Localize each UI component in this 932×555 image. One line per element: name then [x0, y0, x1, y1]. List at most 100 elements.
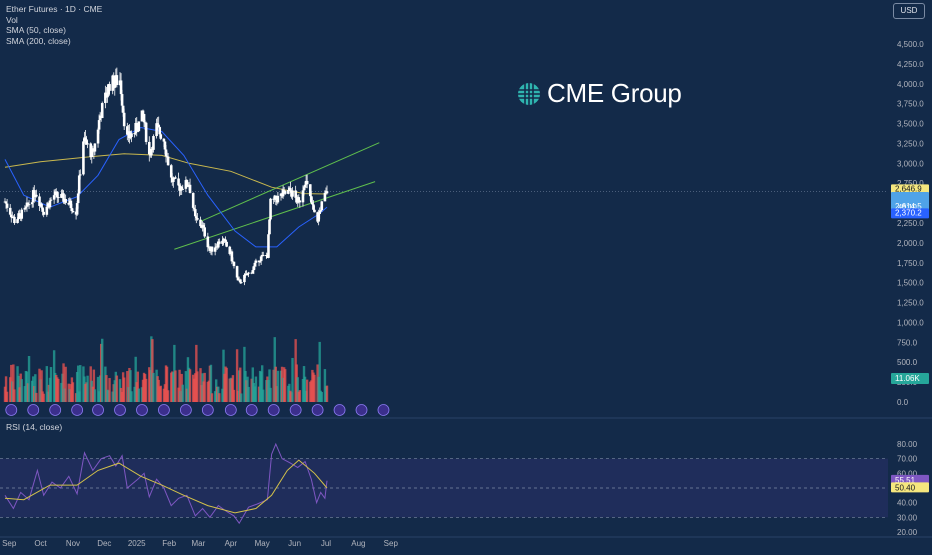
volume-bar — [274, 366, 277, 402]
candle-body — [297, 197, 301, 201]
event-marker-icon — [92, 404, 104, 416]
candle-body — [71, 211, 75, 213]
time-tick-label: Feb — [162, 539, 176, 548]
candle-body — [230, 251, 234, 262]
indicator-sma200[interactable]: SMA (200, close) — [6, 35, 71, 46]
candle-body — [121, 105, 125, 113]
volume-bar — [165, 366, 169, 402]
price-tick-label: 2,250.0 — [897, 219, 924, 228]
volume-bar — [137, 388, 141, 402]
candle-body — [140, 110, 144, 122]
rsi-tick-label: 70.00 — [897, 455, 918, 464]
last-close-label: 2,646.9 — [895, 184, 922, 193]
volume-bar — [126, 371, 129, 402]
candle-body — [86, 143, 89, 145]
volume-bar — [42, 393, 45, 402]
candle-body — [24, 206, 28, 208]
candle-body — [199, 219, 202, 227]
chart-legend: Ether Futures · 1D · CME Vol SMA (50, cl… — [6, 4, 102, 46]
price-tick-label: 0.0 — [897, 398, 909, 407]
time-tick-label: Aug — [351, 539, 365, 548]
candle-body — [272, 198, 275, 200]
volume-bar — [320, 392, 323, 402]
candle-body — [269, 198, 272, 220]
volume-bar — [247, 386, 250, 402]
candle-body — [308, 184, 312, 197]
candle-body — [104, 92, 107, 104]
candle-body — [203, 227, 206, 237]
volume-bar — [262, 389, 265, 402]
logo-text: CME Group — [547, 78, 682, 108]
time-tick-label: May — [255, 539, 270, 548]
candle-body — [120, 94, 124, 106]
price-tick-label: 2,000.0 — [897, 239, 924, 248]
candle-body — [268, 219, 271, 235]
last-close-label-bg — [891, 184, 929, 195]
candle-body — [53, 191, 57, 196]
candle-body — [5, 203, 9, 208]
symbol-title[interactable]: Ether Futures · 1D · CME — [6, 4, 103, 14]
event-marker-icon — [201, 404, 214, 416]
volume-bar — [79, 365, 82, 402]
rsi-value-label: 55.51 — [895, 476, 916, 485]
event-marker-icon — [355, 404, 368, 416]
time-tick-label: Jul — [321, 539, 331, 548]
candle-body — [159, 134, 163, 139]
candle-body — [311, 202, 314, 205]
candle-body — [325, 191, 329, 194]
indicator-sma50[interactable]: SMA (50, close) — [6, 25, 66, 35]
candle-body — [64, 198, 67, 203]
candle-body — [32, 190, 36, 198]
volume-bar — [305, 379, 309, 402]
volume-bar — [184, 371, 188, 402]
candle-body — [158, 127, 162, 135]
volume-bar — [313, 374, 316, 402]
candle-body — [303, 184, 307, 188]
event-marker-icon — [267, 404, 280, 416]
volume-label-bg — [891, 373, 929, 384]
volume-bar — [105, 375, 108, 402]
candle-body — [191, 192, 195, 208]
volume-bar — [101, 338, 104, 402]
candle-body — [90, 148, 94, 158]
rsi-ma-line — [4, 459, 328, 514]
volume-bar — [151, 339, 154, 402]
price-tick-label: 500.0 — [897, 358, 918, 367]
volume-bar — [64, 366, 67, 402]
candle-body — [305, 180, 309, 185]
candle-body — [291, 190, 294, 197]
candle-body — [9, 214, 13, 218]
event-marker-icon — [179, 404, 192, 416]
event-marker-icon — [245, 404, 258, 416]
candle-body — [169, 165, 173, 178]
volume-bar — [260, 365, 264, 402]
candle-body — [196, 218, 199, 220]
candle-body — [84, 137, 87, 141]
candle-body — [40, 203, 43, 208]
candle-body — [77, 175, 81, 194]
volume-bar — [13, 389, 16, 402]
event-marker-icon — [136, 404, 148, 416]
volume-bar — [269, 387, 272, 402]
candle-body — [150, 148, 153, 156]
volume-label: 11.06K — [895, 374, 920, 383]
currency-button[interactable]: USD — [893, 3, 925, 19]
volume-bar — [291, 357, 294, 402]
candle-body — [17, 213, 20, 220]
volume-bar — [96, 376, 100, 402]
rsi-legend[interactable]: RSI (14, close) — [6, 422, 63, 432]
volume-bar — [144, 378, 148, 402]
price-tick-label: 4,250.0 — [897, 60, 924, 69]
candle-body — [180, 186, 183, 190]
candle-body — [112, 75, 116, 88]
candle-body — [52, 195, 56, 200]
volume-bar — [12, 364, 15, 402]
candle-body — [166, 156, 170, 166]
indicator-vol[interactable]: Vol — [6, 14, 18, 25]
volume-bar — [71, 382, 75, 402]
price-tick-label: 3,750.0 — [897, 100, 924, 109]
candle-body — [8, 207, 12, 215]
candle-body — [130, 133, 133, 138]
candle-body — [238, 279, 242, 283]
